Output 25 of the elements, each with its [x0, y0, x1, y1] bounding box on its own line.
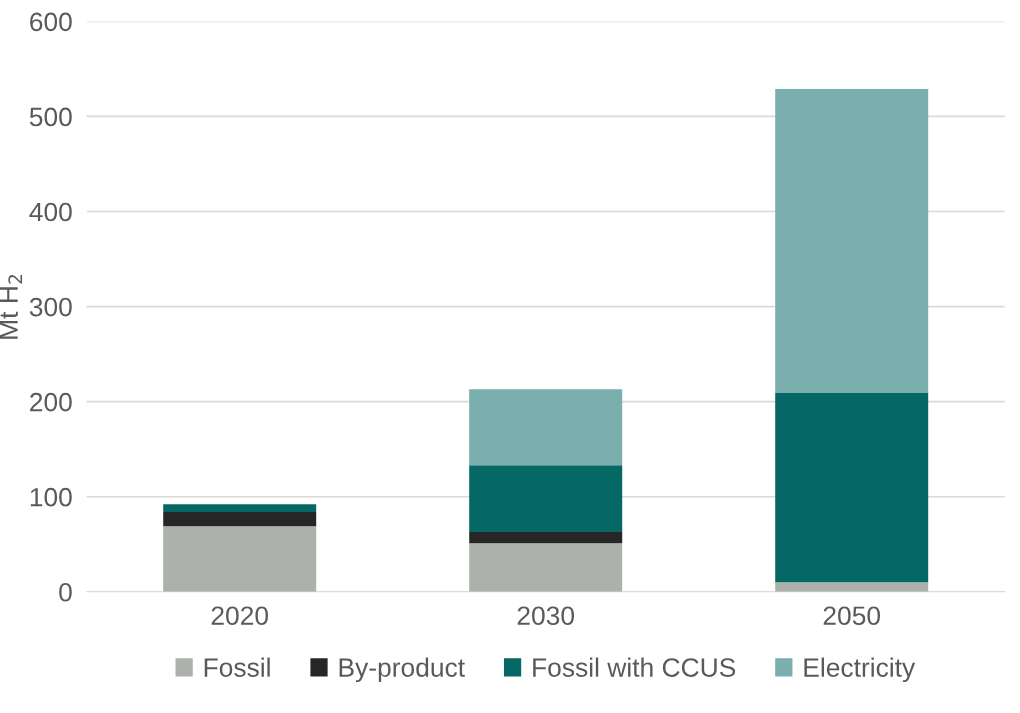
y-tick-label: 0 — [59, 582, 72, 602]
y-tick-label: 300 — [29, 297, 72, 317]
legend-label: Fossil — [204, 657, 270, 677]
y-tick-label: 600 — [30, 12, 72, 32]
bar — [469, 543, 623, 592]
bar — [775, 393, 929, 583]
y-tick-label: 100 — [30, 487, 72, 507]
bar — [163, 504, 317, 512]
x-tick-label: 2020 — [211, 606, 269, 626]
y-axis-title: Mt H$_{2}$ — [0, 275, 23, 339]
y-tick-label: 400 — [29, 202, 72, 222]
bar — [775, 582, 929, 592]
bar — [163, 511, 317, 527]
x-tick-label: 2050 — [823, 606, 881, 626]
bar — [163, 526, 317, 592]
bar — [469, 531, 623, 544]
legend-label: Electricity — [804, 657, 916, 683]
x-tick-label: 2030 — [517, 606, 575, 626]
bar — [469, 465, 623, 532]
y-tick-label: 200 — [30, 392, 72, 412]
y-tick-label: 500 — [29, 107, 72, 127]
legend-label: Fossil with CCUS — [533, 657, 736, 677]
bar — [469, 389, 623, 466]
bar — [775, 88, 929, 394]
legend-label: By-product — [339, 657, 465, 683]
